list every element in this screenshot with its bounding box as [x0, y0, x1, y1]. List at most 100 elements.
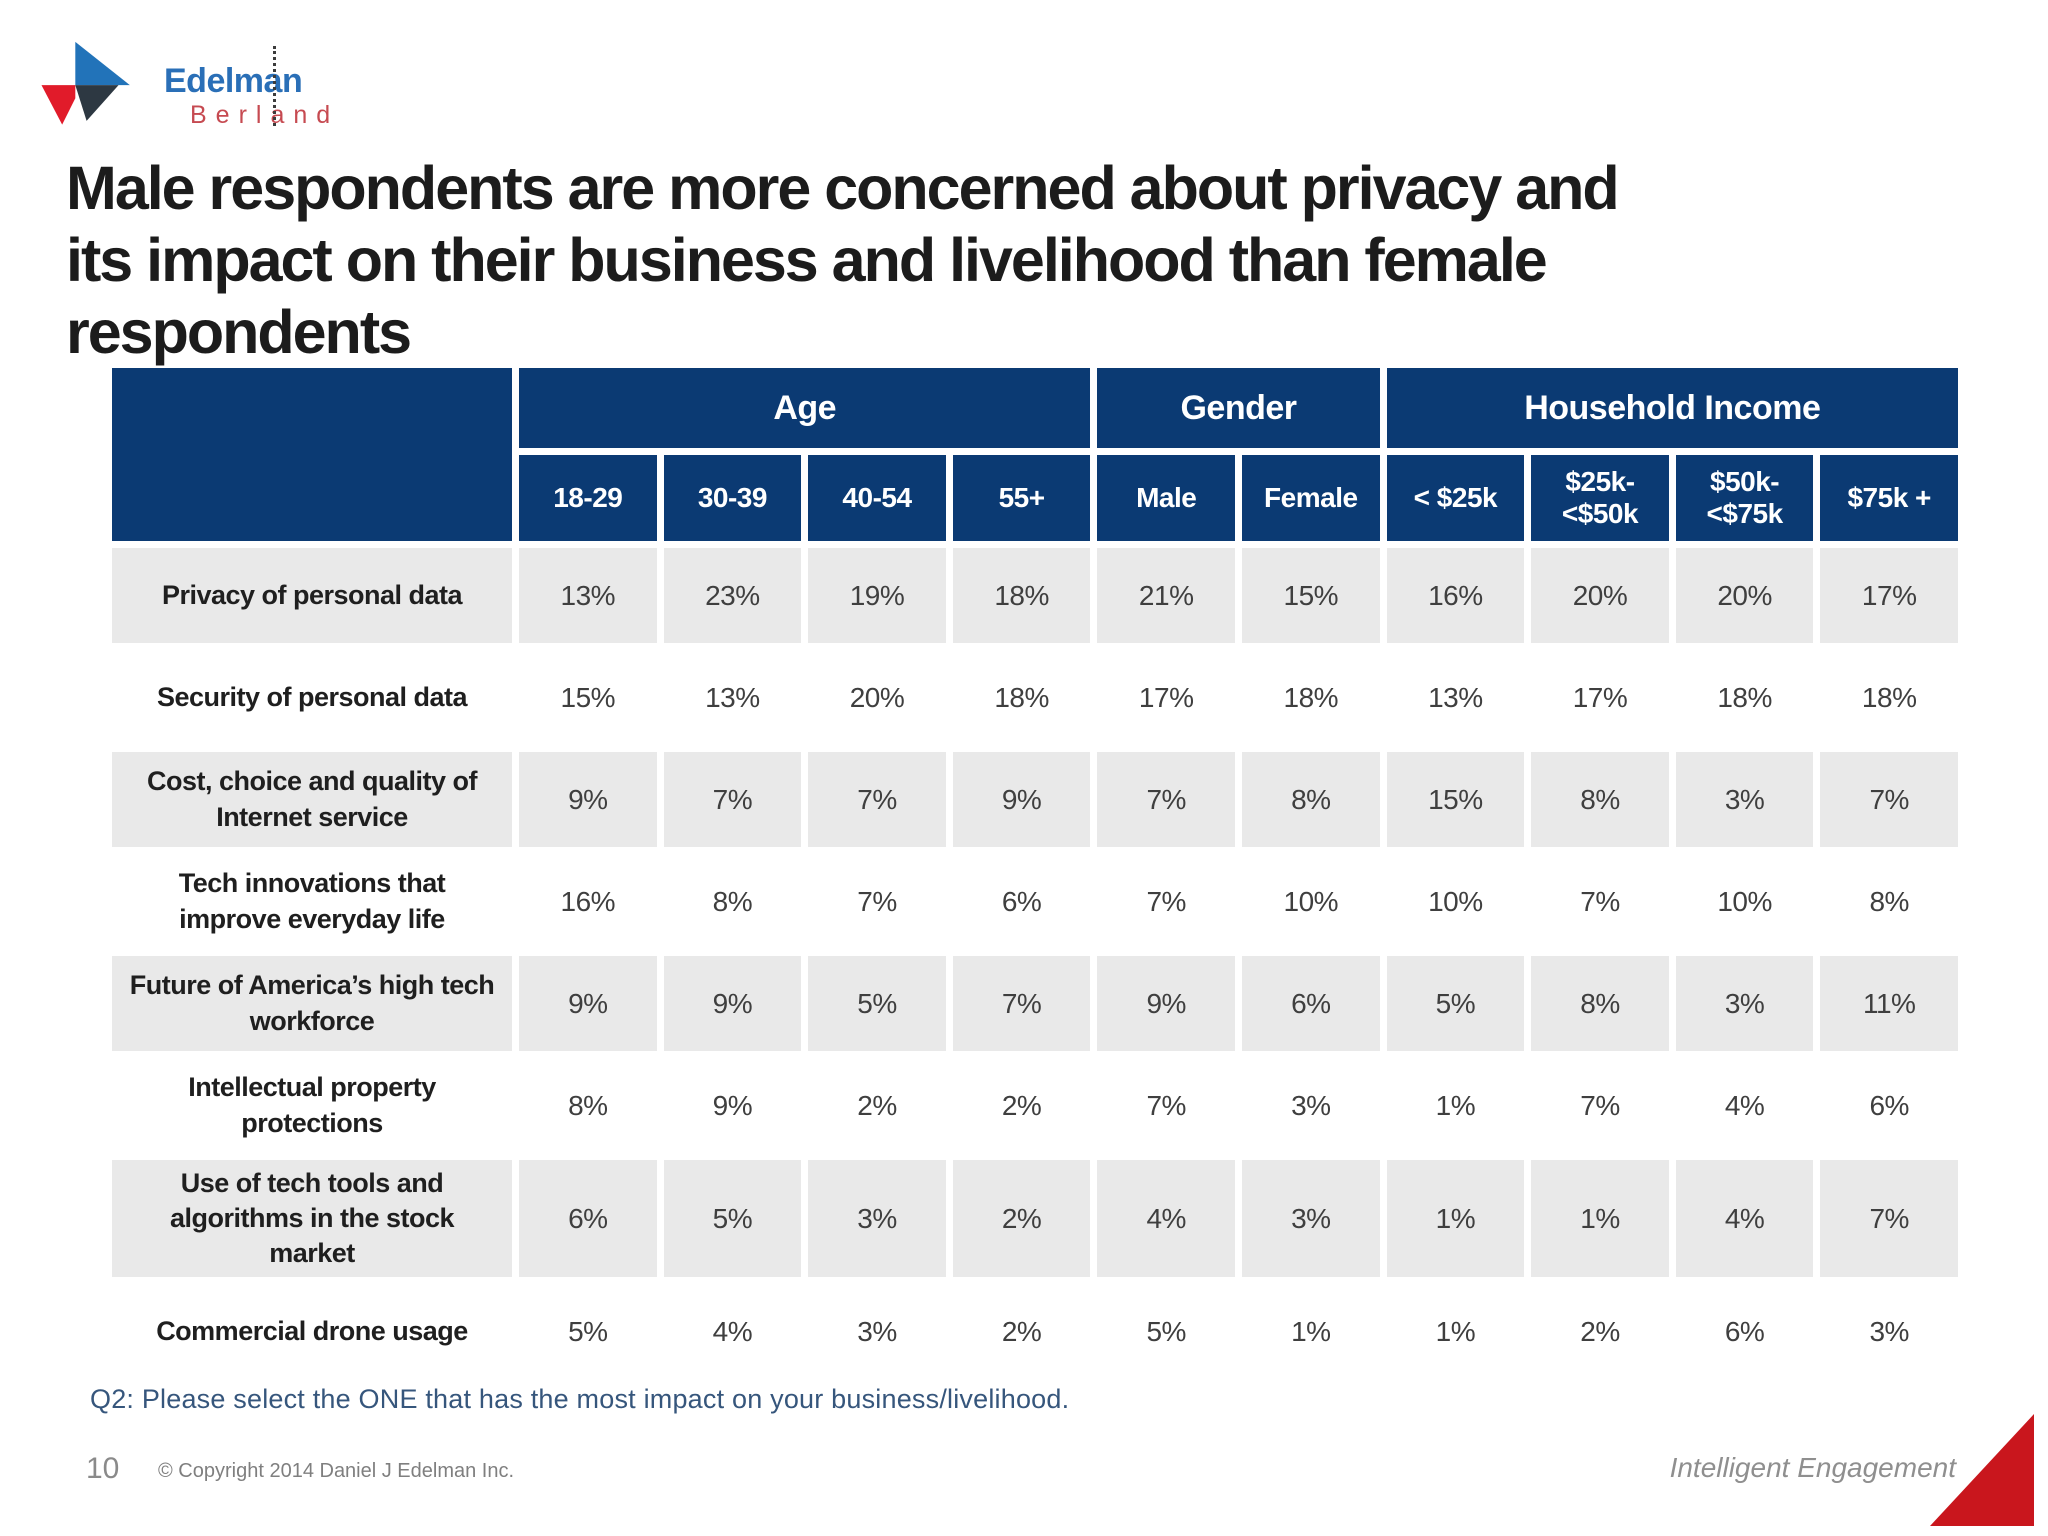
tagline: Intelligent Engagement — [1669, 1452, 1956, 1483]
row-label: Security of personal data — [156, 681, 468, 712]
column-header: Male — [1097, 455, 1235, 541]
value-cell: 7% — [1146, 885, 1186, 917]
table-corner-cell — [112, 368, 512, 541]
value-cell: 16% — [1386, 548, 1525, 643]
value-cell: 7% — [1580, 1089, 1620, 1121]
value-cell: 8% — [1531, 956, 1669, 1051]
value-cell: 3% — [1675, 956, 1814, 1051]
value-cell: 13% — [519, 548, 657, 643]
value-cell: 10% — [1717, 885, 1772, 917]
value-cell: 6% — [1724, 1315, 1765, 1347]
value-cell: 6% — [1869, 1089, 1909, 1121]
value-cell: 9% — [712, 1089, 753, 1121]
value-cell: 1% — [1386, 1160, 1525, 1278]
value-cell: 4% — [712, 1315, 753, 1347]
value-cell: 2% — [857, 1089, 897, 1121]
value-cell: 5% — [568, 1315, 608, 1347]
value-cell: 21% — [1097, 548, 1235, 643]
logo-divider — [273, 46, 276, 126]
value-cell: 3% — [808, 1160, 946, 1278]
value-cell: 8% — [712, 885, 753, 917]
value-cell: 5% — [1386, 956, 1525, 1051]
value-cell: 20% — [1675, 548, 1814, 643]
row-label: Use of tech tools and algorithms in the … — [112, 1160, 512, 1278]
logo-text: Edelman Berland — [164, 62, 340, 134]
value-cell: 6% — [1242, 956, 1380, 1051]
group-header-age: Age — [519, 368, 1091, 448]
corner-triangle-icon — [1930, 1414, 2034, 1526]
value-cell: 10% — [1283, 885, 1339, 917]
column-header: $50k- <$75k — [1675, 455, 1814, 541]
value-cell: 8% — [568, 1089, 608, 1121]
value-cell: 5% — [663, 1160, 802, 1278]
value-cell: 1% — [1435, 1315, 1476, 1347]
value-cell: 2% — [1001, 1089, 1042, 1121]
value-cell: 17% — [1572, 681, 1628, 713]
value-cell: 7% — [663, 752, 802, 847]
value-cell: 6% — [1001, 885, 1042, 917]
value-cell: 8% — [1242, 752, 1380, 847]
group-header-income: Household Income — [1386, 368, 1958, 448]
value-cell: 7% — [808, 752, 946, 847]
page-number: 10 — [86, 1452, 120, 1485]
value-cell: 8% — [1531, 752, 1669, 847]
column-header: < $25k — [1386, 455, 1525, 541]
value-cell: 5% — [808, 956, 946, 1051]
row-label: Intellectual property protections — [188, 1072, 436, 1138]
value-cell: 7% — [952, 956, 1091, 1051]
question-footnote: Q2: Please select the ONE that has the m… — [90, 1384, 1070, 1414]
value-cell: 9% — [1097, 956, 1235, 1051]
value-cell: 9% — [519, 956, 657, 1051]
value-cell: 7% — [1580, 885, 1620, 917]
value-cell: 9% — [952, 752, 1091, 847]
value-cell: 4% — [1097, 1160, 1235, 1278]
value-cell: 4% — [1675, 1160, 1814, 1278]
value-cell: 7% — [857, 885, 897, 917]
value-cell: 5% — [1146, 1315, 1186, 1347]
value-cell: 7% — [1097, 752, 1235, 847]
value-cell: 7% — [1820, 752, 1958, 847]
row-label: Future of America’s high tech workforce — [112, 956, 512, 1051]
value-cell: 15% — [560, 681, 616, 713]
value-cell: 11% — [1820, 956, 1958, 1051]
logo-edelman: Edelman — [164, 62, 303, 100]
column-header: Female — [1242, 455, 1380, 541]
value-cell: 10% — [1428, 885, 1483, 917]
value-cell: 1% — [1435, 1089, 1476, 1121]
value-cell: 20% — [849, 681, 905, 713]
value-cell: 18% — [1861, 681, 1917, 713]
column-header: $25k- <$50k — [1531, 455, 1669, 541]
value-cell: 1% — [1291, 1315, 1331, 1347]
value-cell: 15% — [1242, 548, 1380, 643]
value-cell: 3% — [857, 1315, 897, 1347]
value-cell: 2% — [952, 1160, 1091, 1278]
value-cell: 13% — [705, 681, 760, 713]
value-cell: 7% — [1820, 1160, 1958, 1278]
value-cell: 18% — [1283, 681, 1339, 713]
value-cell: 8% — [1869, 885, 1909, 917]
group-header-gender: Gender — [1097, 368, 1380, 448]
column-header: 30-39 — [663, 455, 802, 541]
value-cell: 9% — [519, 752, 657, 847]
value-cell: 3% — [1242, 1160, 1380, 1278]
value-cell: 4% — [1724, 1089, 1765, 1121]
value-cell: 17% — [1820, 548, 1958, 643]
column-header: 18-29 — [519, 455, 657, 541]
value-cell: 2% — [1580, 1315, 1620, 1347]
value-cell: 7% — [1146, 1089, 1186, 1121]
value-cell: 18% — [952, 548, 1091, 643]
value-cell: 3% — [1291, 1089, 1331, 1121]
value-cell: 2% — [1001, 1315, 1042, 1347]
slide-title: Male respondents are more concerned abou… — [66, 153, 1620, 366]
logo-mark-icon — [41, 41, 130, 125]
copyright-text: © Copyright 2014 Daniel J Edelman Inc. — [158, 1460, 515, 1482]
logo-berland: Berland — [190, 100, 340, 129]
value-cell: 20% — [1531, 548, 1669, 643]
value-cell: 16% — [560, 885, 616, 917]
value-cell: 19% — [808, 548, 946, 643]
value-cell: 9% — [663, 956, 802, 1051]
row-label: Cost, choice and quality of Internet ser… — [112, 752, 512, 847]
edelman-berland-logo: Edelman Berland — [38, 40, 339, 134]
column-header: $75k + — [1820, 455, 1958, 541]
